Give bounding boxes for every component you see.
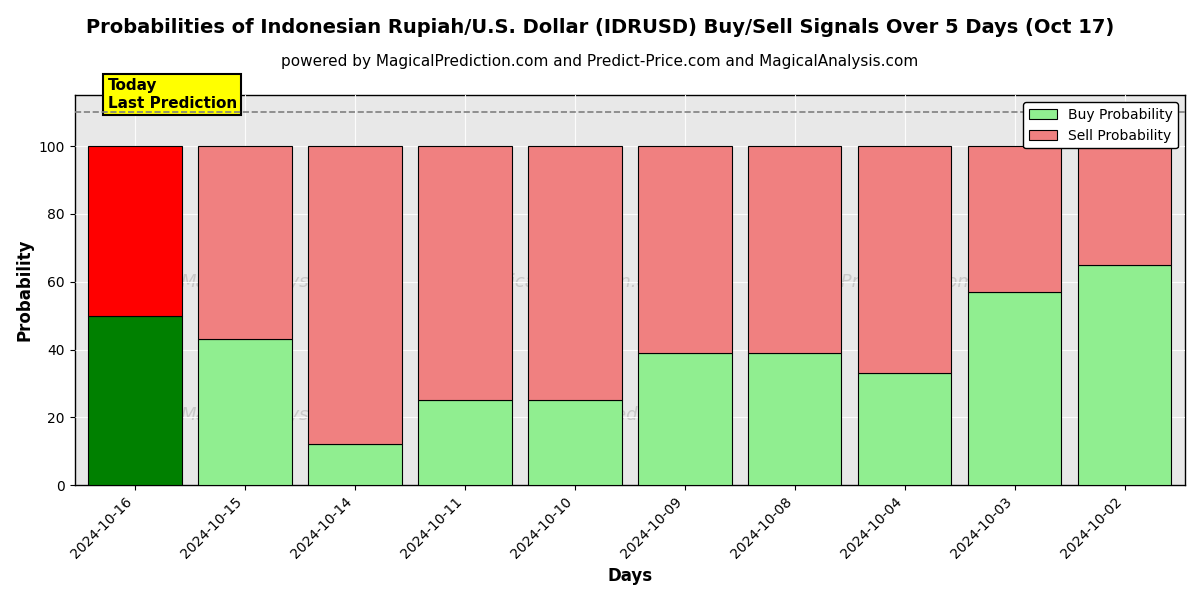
- Legend: Buy Probability, Sell Probability: Buy Probability, Sell Probability: [1024, 102, 1178, 148]
- Bar: [528, 400, 622, 485]
- Bar: [638, 353, 732, 485]
- Text: MagicalAnalysis.com: MagicalAnalysis.com: [181, 406, 368, 424]
- Bar: [89, 146, 182, 316]
- Text: MagicalPrediction.com: MagicalPrediction.com: [473, 274, 676, 292]
- Text: powered by MagicalPrediction.com and Predict-Price.com and MagicalAnalysis.com: powered by MagicalPrediction.com and Pre…: [281, 54, 919, 69]
- Bar: [89, 316, 182, 485]
- Bar: [968, 146, 1061, 292]
- Text: MagicalAnalysis.com: MagicalAnalysis.com: [181, 274, 368, 292]
- Text: MagicalPrediction.com: MagicalPrediction.com: [528, 406, 731, 424]
- Bar: [858, 146, 952, 373]
- Bar: [528, 146, 622, 400]
- Y-axis label: Probability: Probability: [16, 239, 34, 341]
- Bar: [308, 146, 402, 445]
- Bar: [198, 146, 292, 340]
- Bar: [419, 400, 511, 485]
- Bar: [1078, 146, 1171, 265]
- Text: Probabilities of Indonesian Rupiah/U.S. Dollar (IDRUSD) Buy/Sell Signals Over 5 : Probabilities of Indonesian Rupiah/U.S. …: [86, 18, 1114, 37]
- Bar: [748, 146, 841, 353]
- Bar: [198, 340, 292, 485]
- Bar: [638, 146, 732, 353]
- Bar: [858, 373, 952, 485]
- Text: MagicalPrediction.com: MagicalPrediction.com: [773, 274, 976, 292]
- Bar: [419, 146, 511, 400]
- Bar: [968, 292, 1061, 485]
- Text: Today
Last Prediction: Today Last Prediction: [108, 78, 236, 110]
- Bar: [1078, 265, 1171, 485]
- Bar: [748, 353, 841, 485]
- X-axis label: Days: Days: [607, 567, 653, 585]
- Bar: [308, 445, 402, 485]
